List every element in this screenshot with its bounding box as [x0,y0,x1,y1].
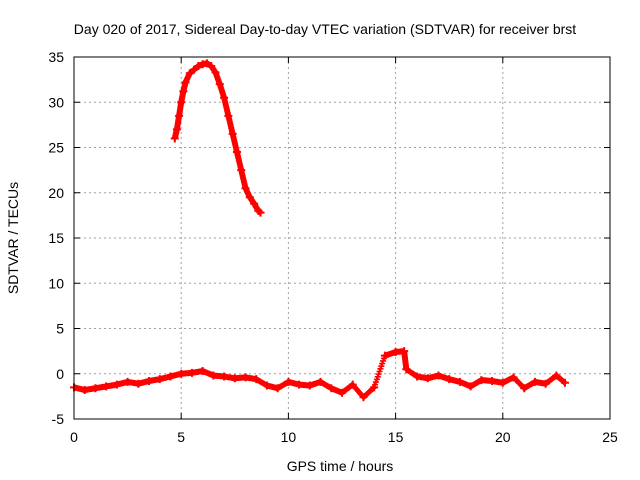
data-point [230,374,239,383]
y-axis-label: SDTVAR / TECUs [5,182,21,294]
data-point [181,78,190,87]
data-point [102,382,111,391]
data-point [123,377,132,386]
x-axis-label: GPS time / hours [287,458,394,474]
data-point [80,386,89,395]
data-point [215,80,224,89]
y-tick-label: 15 [48,230,64,246]
data-point [211,68,220,77]
data-point [241,184,250,193]
data-point [172,125,181,134]
data-point [370,383,379,392]
data-point [91,384,100,393]
data-point [112,380,121,389]
data-point [202,59,211,68]
data-point [338,388,346,397]
data-point [434,371,443,380]
y-tick-label: 20 [48,185,64,201]
data-point [509,373,518,382]
y-tick-label: -5 [52,411,65,427]
x-tick-label: 10 [281,429,297,445]
data-point [560,378,569,387]
data-point [402,365,411,374]
data-points [70,59,569,402]
data-point [145,376,154,385]
data-point [155,375,164,384]
data-point [220,372,229,381]
data-point [423,374,432,383]
data-point [207,62,216,71]
data-point [552,371,561,380]
data-point [252,375,261,384]
data-point [134,379,143,388]
data-point [284,377,293,386]
data-point [273,384,282,393]
data-point [224,111,233,120]
data-point [187,368,196,377]
data-point [179,87,188,96]
data-point [166,372,175,381]
y-tick-label: 5 [56,321,64,337]
data-point [170,134,179,143]
data-point [228,129,237,138]
x-tick-label: 20 [495,429,511,445]
data-point [380,351,389,360]
data-point [245,193,254,202]
data-point [391,348,400,357]
series-high-arc [170,59,265,217]
data-point [466,382,475,391]
x-tick-label: 25 [602,429,618,445]
data-point [359,393,368,402]
data-point [190,65,199,74]
x-tick-label: 5 [177,429,185,445]
data-point [477,376,486,385]
data-point [209,371,218,380]
data-point [220,93,229,102]
y-tick-label: 35 [48,49,64,65]
series-baseline [70,347,569,402]
data-point [250,199,259,208]
x-tick-label: 0 [70,429,78,445]
data-point [194,62,203,71]
grid [74,57,610,419]
data-point [316,377,325,386]
data-point [177,98,186,107]
x-tick-label: 15 [388,429,404,445]
data-point [413,372,422,381]
data-point [177,369,186,378]
data-point [348,380,357,389]
chart-title: Day 020 of 2017, Sidereal Day-to-day VTE… [74,21,576,37]
data-point [530,377,539,386]
data-point [241,373,250,382]
data-point [400,347,409,356]
data-point [455,377,464,386]
data-point [305,381,314,390]
data-point [185,69,194,78]
data-point [237,166,246,175]
data-point [541,379,550,388]
data-point [295,380,304,389]
data-point [488,376,497,385]
data-point [498,378,507,387]
data-point [232,148,241,157]
y-tick-label: 10 [48,275,64,291]
axis-ticks: 0 5 10 15 20 25 -5 0 5 10 15 20 25 30 35 [48,49,618,445]
y-tick-label: 0 [56,366,64,382]
data-point [256,208,265,217]
data-point [198,367,207,376]
data-point [445,375,454,384]
y-tick-label: 25 [48,140,64,156]
data-point [520,384,529,393]
data-point [262,381,271,390]
data-point [175,111,184,120]
y-tick-label: 30 [48,94,64,110]
data-point [327,384,336,393]
